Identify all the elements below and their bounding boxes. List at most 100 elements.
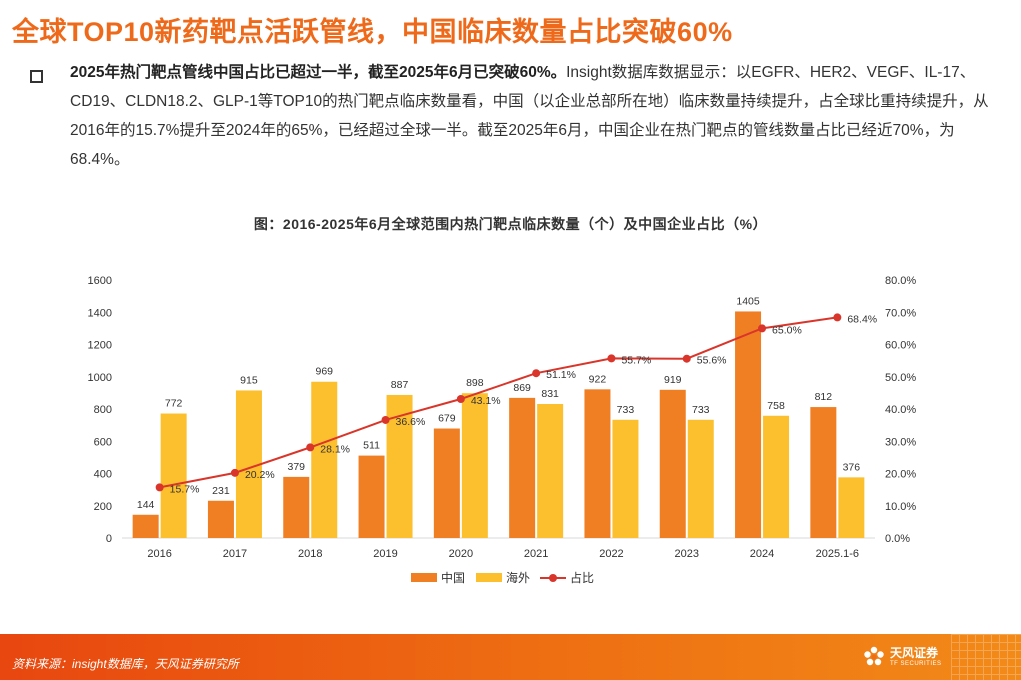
x-tick-label: 2019 [373, 548, 397, 560]
bar-overseas-2021 [537, 404, 564, 538]
bar-overseas-2025.1-6 [838, 477, 865, 538]
y-tick-label: 800 [94, 404, 112, 416]
bullet-square-icon [30, 70, 43, 83]
ratio-line [159, 316, 838, 489]
data-label-china: 379 [287, 461, 305, 473]
data-label-overseas: 898 [466, 377, 484, 389]
y-tick-label: 200 [94, 501, 112, 513]
bar-overseas-2018 [311, 381, 338, 538]
bar-overseas-2023 [687, 419, 714, 538]
data-label-overseas: 772 [165, 398, 183, 410]
data-label-ratio: 36.6% [396, 416, 426, 428]
x-tick-label: 2024 [750, 548, 774, 560]
footer-bar: 资料来源：insight数据库，天风证券研究所 天风证券 TF SECURITI… [0, 634, 1021, 680]
page-title: 全球TOP10新药靶点活跃管线，中国临床数量占比突破60% [12, 17, 733, 47]
data-label-china: 679 [438, 413, 456, 425]
data-label-ratio: 51.1% [546, 369, 576, 381]
bar-china-2017 [207, 500, 234, 538]
y-tick-label: 1400 [88, 307, 112, 319]
data-label-overseas: 915 [240, 374, 258, 386]
data-label-china: 812 [815, 391, 833, 403]
x-tick-label: 2021 [524, 548, 548, 560]
brand-name: 天风证券 [890, 645, 939, 660]
data-label-ratio: 68.4% [847, 313, 877, 325]
data-label-china: 144 [137, 499, 155, 511]
summary-lead: 2025年热门靶点管线中国占比已超过一半，截至2025年6月已突破60%。 [70, 64, 567, 81]
data-label-overseas: 733 [692, 404, 710, 416]
data-label-ratio: 20.2% [245, 469, 275, 481]
x-tick-label: 2025.1-6 [816, 548, 859, 560]
data-label-china: 231 [212, 485, 230, 497]
ratio-point-2018 [306, 443, 315, 452]
y2-tick-label: 0.0% [885, 533, 910, 545]
x-tick-label: 2020 [449, 548, 473, 560]
y-tick-label: 400 [94, 469, 112, 481]
x-tick-label: 2018 [298, 548, 322, 560]
chart: 0 200 400 600 800 1000 1200 1400 1600 0.0% 10.0% 20… [88, 275, 917, 585]
data-label-ratio: 28.1% [320, 443, 350, 455]
legend-label-china: 中国 [441, 570, 465, 585]
ratio-point-2019 [381, 415, 390, 424]
data-label-overseas: 758 [767, 400, 785, 412]
y2-tick-label: 30.0% [885, 436, 916, 448]
bar-china-2020 [433, 428, 460, 538]
y-tick-label: 1200 [88, 340, 112, 352]
ratio-point-2017 [230, 468, 239, 477]
bar-overseas-2024 [763, 415, 790, 538]
chart-title: 图：2016-2025年6月全球范围内热门靶点临床数量（个）及中国企业占比（%） [253, 216, 768, 232]
y2-tick-label: 20.0% [885, 469, 916, 481]
y2-tick-label: 60.0% [885, 340, 916, 352]
data-label-overseas: 831 [541, 388, 559, 400]
flower-logo-icon [864, 646, 884, 666]
x-tick-label: 2017 [223, 548, 247, 560]
data-label-china: 919 [664, 374, 682, 386]
x-tick-label: 2023 [675, 548, 699, 560]
legend-label-ratio: 占比 [570, 570, 594, 585]
ratio-point-2023 [682, 354, 691, 363]
bar-china-2021 [509, 397, 536, 538]
bar-overseas-2020 [461, 393, 488, 538]
y2-tick-label: 70.0% [885, 307, 916, 319]
y2-tick-label: 50.0% [885, 372, 916, 384]
y2-tick-label: 80.0% [885, 275, 916, 287]
ratio-point-2022 [607, 354, 616, 363]
y-tick-label: 1000 [88, 372, 112, 384]
bar-china-2018 [283, 476, 310, 538]
bar-china-2024 [735, 311, 762, 538]
x-tick-label: 2016 [147, 548, 171, 560]
summary-body: Insight数据库数据显示：以EGFR、HER2、VEGF、IL-17、CD1… [70, 64, 989, 168]
y-tick-label: 600 [94, 436, 112, 448]
footer-pattern [951, 634, 1021, 680]
legend-marker-ratio [549, 574, 557, 582]
data-label-overseas: 376 [843, 461, 861, 473]
ratio-point-2021 [532, 369, 541, 378]
bar-china-2023 [659, 389, 686, 538]
ratio-point-2020 [456, 395, 465, 404]
data-label-china: 922 [589, 373, 607, 385]
data-label-china: 511 [363, 440, 380, 452]
y2-tick-label: 10.0% [885, 501, 916, 513]
data-label-ratio: 55.6% [697, 355, 727, 367]
legend-label-overseas: 海外 [506, 570, 530, 585]
data-label-china: 1405 [736, 295, 760, 307]
brand-name-en: TF SECURITIES [890, 660, 942, 667]
ratio-point-2025.1-6 [833, 313, 842, 322]
data-label-china: 869 [513, 382, 531, 394]
bar-china-2022 [584, 389, 611, 538]
data-label-ratio: 15.7% [170, 483, 200, 495]
legend-swatch-china [411, 573, 437, 582]
data-label-ratio: 65.0% [772, 324, 802, 336]
brand-logo: 天风证券 TF SECURITIES [862, 645, 942, 669]
data-label-ratio: 43.1% [471, 395, 501, 407]
data-label-overseas: 969 [315, 366, 333, 378]
bar-china-2016 [132, 514, 159, 538]
data-label-overseas: 887 [391, 379, 409, 391]
bar-china-2025.1-6 [810, 407, 837, 538]
data-label-overseas: 733 [617, 404, 635, 416]
x-tick-label: 2022 [599, 548, 623, 560]
y-tick-label: 0 [106, 533, 112, 545]
bar-overseas-2016 [160, 413, 187, 538]
ratio-point-2016 [155, 483, 164, 492]
ratio-point-2024 [758, 324, 767, 333]
y-tick-label: 1600 [88, 275, 112, 287]
